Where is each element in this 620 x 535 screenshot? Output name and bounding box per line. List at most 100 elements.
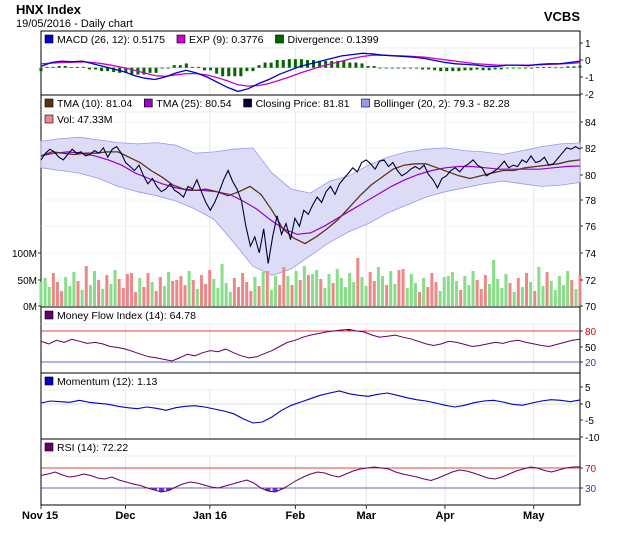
macd-divergence-bar — [493, 67, 497, 70]
macd-panel-frame — [40, 30, 581, 96]
macd-divergence-bar — [293, 59, 297, 68]
macd-divergence-bar — [287, 59, 291, 68]
price-legend-label-2: Closing Price: 81.81 — [256, 98, 350, 110]
mfi-ytick-1: 50 — [585, 343, 597, 354]
momentum-ytick-2: -5 — [585, 416, 594, 427]
tma25-line — [40, 151, 581, 235]
macd-divergence-bar — [372, 66, 376, 68]
macd-divergence-bar — [312, 60, 316, 68]
volume-bar — [241, 273, 245, 306]
price-legend-swatch-3 — [361, 98, 370, 108]
volume-bar — [504, 274, 508, 306]
volume-bar — [167, 272, 171, 306]
macd-divergence-bar — [572, 66, 576, 68]
mfi-ytick-0: 80 — [585, 327, 597, 338]
macd-divergence-bar — [299, 59, 303, 68]
volume-bar — [409, 274, 413, 306]
volume-bar — [97, 280, 101, 306]
macd-divergence-bar — [305, 60, 309, 68]
volume-bar — [191, 280, 195, 306]
volume-bar — [125, 274, 129, 306]
rsi-oversold-fill — [265, 488, 271, 491]
price-legend-swatch-2 — [243, 98, 252, 108]
volume-bar — [302, 266, 306, 306]
price-ytick-5: 74 — [585, 249, 597, 260]
volume-bar — [434, 282, 438, 306]
chart-title: HNX Index — [16, 2, 82, 17]
macd-legend-label-2: Divergence: 0.1399 — [288, 34, 379, 46]
volume-tick-1: 50M — [18, 276, 37, 287]
volume-bar — [553, 290, 557, 306]
rsi-ytick-0: 70 — [585, 464, 597, 475]
volume-bar — [154, 291, 158, 306]
broker-name: VCBS — [543, 9, 580, 24]
volume-bar — [80, 290, 84, 306]
volume-bar — [459, 290, 463, 306]
volume-bar — [401, 269, 405, 306]
volume-bar — [113, 270, 117, 306]
price-legend-swatch-1 — [143, 98, 153, 108]
macd-divergence-bar — [457, 67, 461, 72]
volume-bar — [199, 275, 203, 306]
macd-divergence-bar — [469, 67, 473, 71]
volume-bar — [455, 281, 459, 306]
volume-bar — [130, 273, 134, 306]
volume-bar — [343, 287, 347, 306]
macd-divergence-bar — [530, 67, 534, 69]
volume-bar — [562, 285, 566, 306]
macd-divergence-bar — [408, 67, 412, 69]
volume-bar — [463, 276, 467, 306]
macd-divergence-bar — [511, 67, 515, 69]
volume-bar — [442, 277, 446, 306]
macd-divergence-bar — [348, 62, 352, 68]
volume-bar — [212, 279, 216, 306]
price-ytick-7: 70 — [585, 302, 597, 313]
volume-bar — [138, 278, 142, 306]
price-ytick-1: 82 — [585, 144, 597, 155]
volume-bar — [364, 286, 368, 306]
volume-bar — [430, 273, 434, 306]
volume-bar — [574, 289, 578, 306]
xtick-0: Nov 15 — [22, 510, 58, 522]
xtick-3: Feb — [286, 510, 306, 522]
volume-bar — [446, 276, 450, 306]
volume-bar — [339, 278, 343, 306]
momentum-legend-label-0: Momentum (12): 1.13 — [57, 376, 158, 388]
macd-divergence-bar — [499, 67, 503, 70]
macd-divergence-bar — [318, 60, 322, 68]
volume-bar — [105, 275, 109, 306]
price-ytick-3: 78 — [585, 196, 597, 207]
macd-divergence-bar — [487, 67, 491, 71]
macd-divergence-bar — [414, 67, 418, 69]
macd-divergence-bar — [427, 67, 431, 70]
macd-divergence-bar — [81, 66, 85, 68]
macd-divergence-bar — [87, 67, 91, 70]
volume-bar — [88, 285, 92, 306]
volume-bar — [269, 290, 273, 306]
macd-divergence-bar — [542, 67, 546, 69]
volume-bar — [492, 260, 496, 306]
volume-bar — [286, 276, 290, 306]
volume-bar — [208, 270, 212, 306]
volume-bar — [422, 278, 426, 306]
volume-bar — [64, 277, 68, 306]
macd-divergence-bar — [233, 67, 237, 77]
volume-bar — [533, 291, 537, 306]
volume-bar — [381, 276, 385, 306]
macd-divergence-bar — [324, 60, 328, 68]
macd-divergence-bar — [172, 65, 176, 68]
rsi-oversold-fill — [159, 488, 165, 492]
volume-bar — [117, 279, 121, 306]
volume-bar — [389, 271, 393, 306]
macd-divergence-bar — [100, 67, 104, 72]
volume-bar — [566, 271, 570, 306]
price-legend-label-1: TMA (25): 80.54 — [156, 98, 231, 110]
macd-divergence-bar — [245, 67, 249, 72]
volume-bar — [385, 285, 389, 306]
macd-divergence-bar — [396, 67, 400, 69]
mfi-ytick-2: 20 — [585, 358, 597, 369]
macd-legend-swatch-0 — [44, 34, 54, 44]
volume-bar — [261, 272, 265, 306]
macd-divergence-bar — [106, 67, 110, 72]
